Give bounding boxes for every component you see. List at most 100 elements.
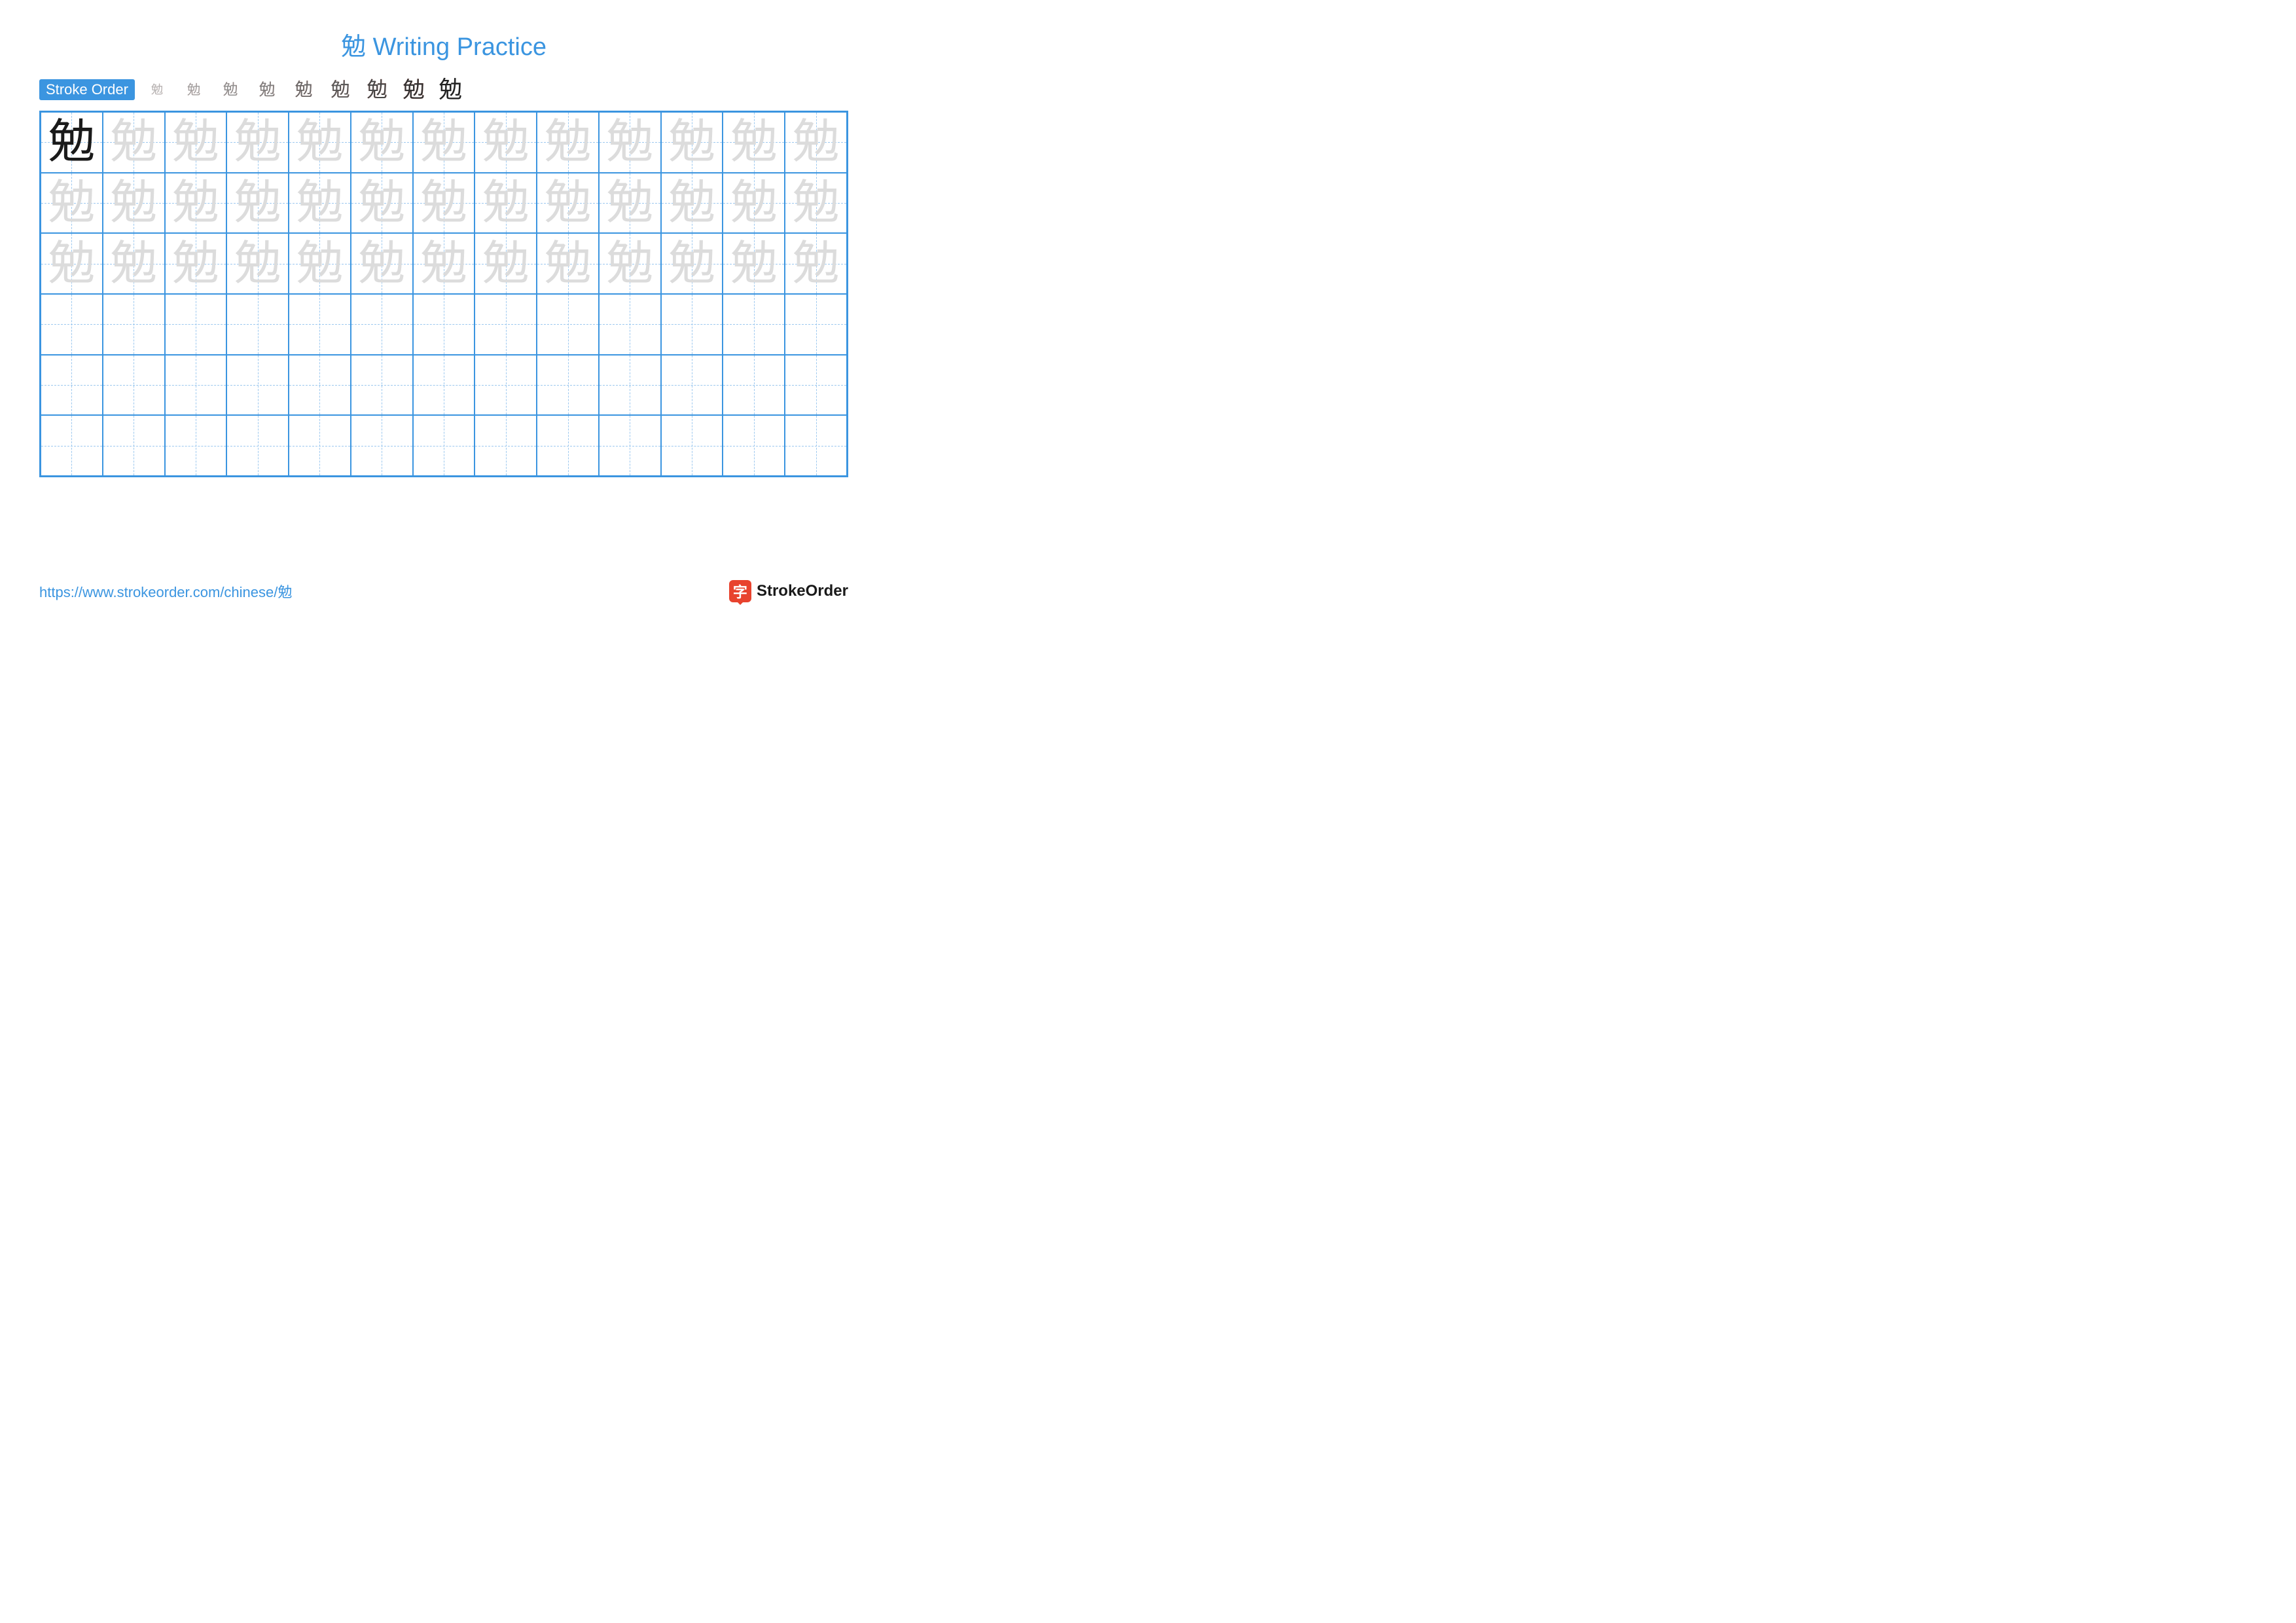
- grid-cell: 勉: [599, 112, 661, 173]
- grid-cell: 勉: [661, 173, 723, 234]
- grid-cell: [103, 355, 165, 416]
- stroke-step-5: 勉: [295, 81, 312, 98]
- grid-cell: [226, 415, 289, 476]
- trace-char: 勉: [420, 179, 467, 227]
- grid-cell: [537, 415, 599, 476]
- trace-char: 勉: [234, 119, 281, 166]
- grid-cell: 勉: [537, 112, 599, 173]
- grid-cell: [413, 294, 475, 355]
- stroke-order-badge: Stroke Order: [39, 79, 135, 100]
- grid-cell: [289, 355, 351, 416]
- grid-cell: [723, 415, 785, 476]
- grid-cell: 勉: [351, 173, 413, 234]
- grid-cell: [103, 294, 165, 355]
- grid-cell: 勉: [661, 112, 723, 173]
- stroke-step-1: 勉: [151, 84, 163, 96]
- stroke-step-8: 勉: [403, 79, 425, 101]
- grid-cell: [41, 415, 103, 476]
- trace-char: 勉: [172, 240, 219, 287]
- trace-char: 勉: [482, 119, 529, 166]
- grid-cell: 勉: [103, 112, 165, 173]
- trace-char: 勉: [172, 119, 219, 166]
- grid-cell: [785, 415, 847, 476]
- grid-cell: 勉: [41, 112, 103, 173]
- grid-cell: 勉: [351, 112, 413, 173]
- grid-cell: 勉: [351, 233, 413, 294]
- trace-char: 勉: [606, 119, 653, 166]
- grid-cell: [226, 294, 289, 355]
- grid-cell: 勉: [661, 233, 723, 294]
- grid-cell: [165, 294, 227, 355]
- trace-char: 勉: [110, 179, 157, 227]
- trace-char: 勉: [793, 119, 840, 166]
- grid-cell: [475, 294, 537, 355]
- title-char: 勉: [341, 33, 366, 61]
- grid-cell: [537, 355, 599, 416]
- trace-char: 勉: [730, 240, 778, 287]
- practice-grid: 勉勉勉勉勉勉勉勉勉勉勉勉勉勉勉勉勉勉勉勉勉勉勉勉勉勉勉勉勉勉勉勉勉勉勉勉勉勉勉: [39, 111, 848, 477]
- grid-cell: 勉: [41, 233, 103, 294]
- footer-url: https://www.strokeorder.com/chinese/勉: [39, 581, 292, 602]
- page-title: 勉 Writing Practice: [39, 26, 848, 62]
- stroke-steps: 勉勉勉勉勉勉勉勉勉: [145, 78, 462, 101]
- grid-cell: 勉: [723, 173, 785, 234]
- grid-cell: 勉: [103, 173, 165, 234]
- footer: https://www.strokeorder.com/chinese/勉 字 …: [39, 580, 848, 602]
- grid-cell: [723, 294, 785, 355]
- trace-char: 勉: [606, 179, 653, 227]
- trace-char: 勉: [482, 179, 529, 227]
- trace-char: 勉: [296, 179, 343, 227]
- grid-cell: [165, 415, 227, 476]
- grid-cell: 勉: [537, 173, 599, 234]
- grid-cell: 勉: [723, 112, 785, 173]
- grid-cell: 勉: [103, 233, 165, 294]
- grid-cell: [413, 355, 475, 416]
- grid-cell: [475, 355, 537, 416]
- grid-cell: 勉: [165, 173, 227, 234]
- grid-cell: [351, 355, 413, 416]
- trace-char: 勉: [545, 240, 592, 287]
- model-char: 勉: [48, 119, 95, 166]
- trace-char: 勉: [296, 240, 343, 287]
- trace-char: 勉: [420, 119, 467, 166]
- trace-char: 勉: [358, 179, 405, 227]
- grid-cell: [289, 294, 351, 355]
- grid-cell: [599, 415, 661, 476]
- grid-cell: [165, 355, 227, 416]
- title-text: Writing Practice: [373, 33, 547, 61]
- grid-cell: 勉: [226, 233, 289, 294]
- trace-char: 勉: [545, 119, 592, 166]
- stroke-step-7: 勉: [367, 79, 387, 100]
- grid-cell: 勉: [413, 173, 475, 234]
- trace-char: 勉: [172, 179, 219, 227]
- stroke-step-6: 勉: [331, 80, 350, 99]
- grid-cell: [537, 294, 599, 355]
- grid-cell: 勉: [226, 112, 289, 173]
- grid-cell: [475, 415, 537, 476]
- trace-char: 勉: [545, 179, 592, 227]
- grid-cell: 勉: [289, 173, 351, 234]
- grid-cell: [661, 355, 723, 416]
- trace-char: 勉: [606, 240, 653, 287]
- grid-cell: 勉: [785, 233, 847, 294]
- trace-char: 勉: [358, 240, 405, 287]
- trace-char: 勉: [420, 240, 467, 287]
- grid-cell: [599, 355, 661, 416]
- trace-char: 勉: [668, 240, 715, 287]
- trace-char: 勉: [730, 179, 778, 227]
- grid-cell: 勉: [785, 173, 847, 234]
- grid-cell: 勉: [475, 112, 537, 173]
- grid-cell: 勉: [599, 173, 661, 234]
- stroke-order-row: Stroke Order 勉勉勉勉勉勉勉勉勉: [39, 78, 848, 101]
- grid-cell: [785, 294, 847, 355]
- grid-cell: [723, 355, 785, 416]
- grid-cell: [599, 294, 661, 355]
- logo-text: StrokeOrder: [757, 582, 848, 600]
- grid-cell: [413, 415, 475, 476]
- grid-cell: 勉: [413, 112, 475, 173]
- grid-cell: 勉: [226, 173, 289, 234]
- grid-cell: [103, 415, 165, 476]
- grid-cell: [226, 355, 289, 416]
- grid-cell: 勉: [785, 112, 847, 173]
- grid-cell: 勉: [475, 233, 537, 294]
